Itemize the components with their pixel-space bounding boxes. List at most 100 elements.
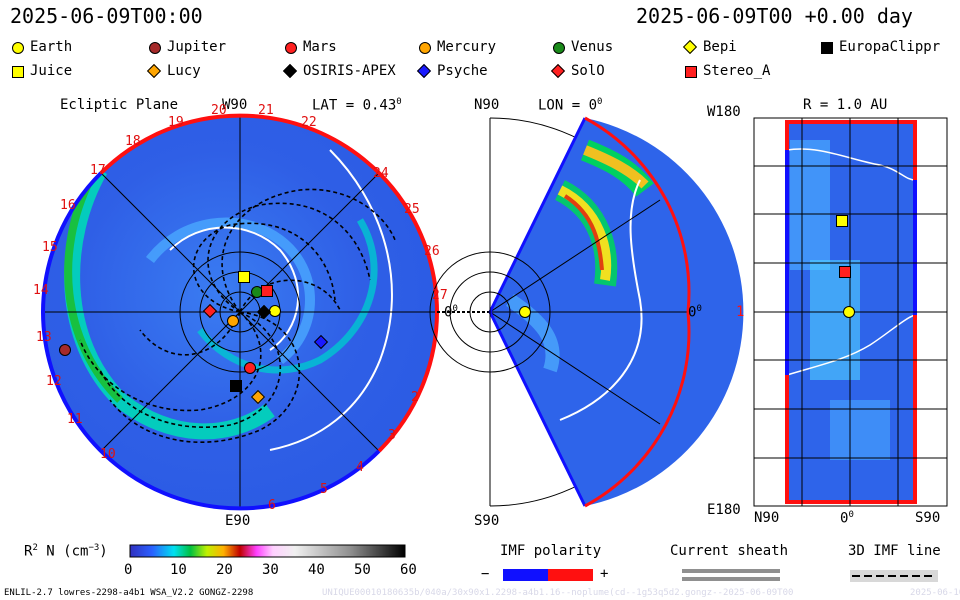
latlon-mid-label: 1 [736,304,745,320]
footer-faint: UNIQUE00010180635b/040a/30x90x1.2298-a4b… [322,588,794,598]
legend-square-icon [685,66,697,78]
carrington-tick-label: 25 [404,202,420,217]
earth-marker-latlon [843,306,855,318]
carrington-tick-label: 4 [356,460,364,475]
density-spiral [146,217,315,364]
legend-circle-icon [285,42,297,54]
carrington-tick-label: 3 [388,428,396,443]
legend-label: OSIRIS-APEX [303,63,396,79]
legend-label: Mars [303,39,337,55]
current-sheath-line [269,149,393,451]
footer-left: ENLIL-2.7 lowres-2298-a4b1 WSA_V2.2 GONG… [4,588,254,598]
legend-label: Juice [30,63,73,79]
legend-label: SolO [571,63,605,79]
colorbar-tick-label: 40 [308,562,325,578]
meridional-bottom-label: S90 [474,513,500,529]
ecliptic-bottom-label: E90 [225,513,251,529]
carrington-tick-label: 5 [320,482,328,497]
legend-square-icon [821,42,833,54]
colorbar-tick-label: 60 [400,562,417,578]
latlon-x-left: N90 [754,510,780,526]
ecliptic-top-label: W90 [222,97,248,113]
density-spiral [64,178,123,403]
meridional-lon-label: LON = 00 [538,97,603,114]
imf-polarity-rim-negative [40,171,381,511]
current-sheath-title: Current sheath [670,543,789,559]
ecliptic-title: Ecliptic Plane [60,97,179,113]
right-timestamp: 2025-06-09T00 +0.00 day [636,4,913,28]
carrington-tick-label: 18 [125,134,141,149]
colorbar-tick-label: 20 [216,562,233,578]
carrington-tick-label: 24 [373,166,389,181]
carrington-tick-label: 20 [211,103,227,118]
ecliptic-lat-label: LAT = 0.430 [312,97,402,114]
earth-marker-meridional [519,306,531,318]
mars-marker [244,362,256,374]
colorbar [129,544,406,558]
current-sheath-line [169,226,300,351]
carrington-tick-label: 14 [33,283,49,298]
imf-spiral-lines [79,188,396,443]
imf-positive-swatch [548,569,593,581]
colorbar-tick-label: 0 [124,562,133,578]
legend-label: Jupiter [167,39,227,55]
latlon-top-left: W180 [707,104,741,120]
carrington-tick-label: 16 [60,198,76,213]
imf-line-title: 3D IMF line [848,543,941,559]
carrington-tick-label: 12 [46,374,62,389]
carrington-tick-label: 11 [67,412,83,427]
legend-label: Venus [571,39,614,55]
carrington-tick-label: 21 [258,103,274,118]
imf-minus-label: − [481,566,490,582]
juice-marker-latlon [836,215,848,227]
sheath-swatch [682,569,780,573]
carrington-tick-label: 10 [100,447,116,462]
latlon-x-right: S90 [915,510,941,526]
left-timestamp: 2025-06-09T00:00 [10,4,203,28]
imf-polarity-rim-positive [99,113,440,453]
carrington-tick-label: 26 [424,244,440,259]
europaclippr-marker [230,380,242,392]
legend-label: Earth [30,39,73,55]
juice-marker [238,271,250,283]
carrington-tick-label: 17 [90,163,106,178]
carrington-tick-label: 19 [168,115,184,130]
legend-label: Psyche [437,63,488,79]
imf-polarity-title: IMF polarity [500,543,602,559]
density-spiral [197,218,378,374]
legend-label: Stereo_A [703,63,771,79]
carrington-tick-label: 22 [301,115,317,130]
latlon-panel [753,117,948,507]
legend-label: Lucy [167,63,201,79]
legend-circle-icon [12,42,24,54]
imf-plus-label: + [600,566,609,582]
carrington-tick-label: 6 [268,498,276,513]
meridional-top-label: N90 [474,97,500,113]
legend-square-icon [12,66,24,78]
colorbar-tick-label: 30 [262,562,279,578]
meridional-zero-label: 00 [688,304,702,321]
jupiter-marker [59,344,71,356]
carrington-tick-label: 2 [411,390,419,405]
legend-circle-icon [419,42,431,54]
legend-label: EuropaClippr [839,39,941,55]
ecliptic-plane-panel [40,113,490,511]
latlon-r-label: R = 1.0 AU [803,97,888,113]
stereo-a-marker-latlon [839,266,851,278]
mercury-marker [227,315,239,327]
colorbar-tick-label: 10 [170,562,187,578]
stereo-a-marker [261,285,273,297]
imf-negative-swatch [503,569,548,581]
meridional-panel [429,116,744,508]
latlon-bottom-left: E180 [707,502,741,518]
legend-label: Bepi [703,39,737,55]
legend-label: Mercury [437,39,497,55]
footer-right: 2025-06-10 [910,588,960,598]
carrington-tick-label: 13 [36,330,52,345]
colorbar-label: R2 N (cm−3) [24,543,108,560]
carrington-tick-label: 27 [432,288,448,303]
ecliptic-zero-label: 00 [444,304,458,321]
legend-circle-icon [553,42,565,54]
latlon-x-mid: 00 [840,510,854,527]
